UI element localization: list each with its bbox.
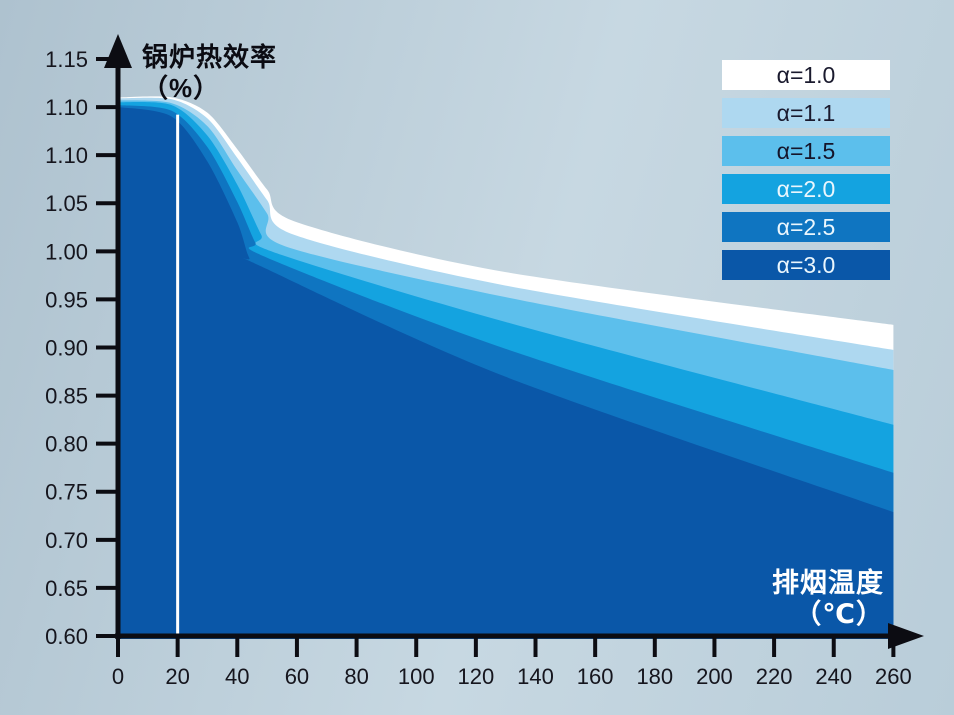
x-tick-label: 140 [517,664,554,689]
y-tick-label: 0.65 [45,576,88,601]
y-tick-label: 1.15 [45,47,88,72]
x-tick-label: 80 [344,664,368,689]
legend-item-label: α=3.0 [776,252,836,278]
y-tick-label: 1.05 [45,191,88,216]
y-tick-label: 1.10 [45,95,88,120]
x-tick-label: 60 [285,664,309,689]
y-tick-label: 0.85 [45,384,88,409]
legend-item-4: α=2.5 [722,212,890,242]
y-tick-label: 0.95 [45,287,88,312]
axis-tick-labels: 1.15 1.10 1.10 1.05 1.00 0.95 0.90 0.85 0.80 0.75… [45,47,912,689]
x-axis-title: 排烟温度 （℃） [772,568,884,630]
y-tick-label: 0.75 [45,480,88,505]
x-axis-title-text: 排烟温度 [772,568,884,598]
legend-item-label: α=1.1 [776,100,836,126]
x-tick-label: 220 [756,664,793,689]
legend: α=1.0 α=1.1 α=1.5 α=2.0 α=2.5 α=3.0 [722,60,890,280]
y-tick-label: 0.60 [45,624,88,649]
legend-item-1: α=1.1 [722,98,890,128]
y-tick-label: 0.90 [45,335,88,360]
x-tick-label: 240 [815,664,852,689]
legend-item-label: α=2.5 [776,214,836,240]
x-axis-arrow-icon [888,623,924,649]
y-axis-arrow-icon [104,34,132,68]
x-axis-unit: （℃） [794,599,884,629]
legend-item-3: α=2.0 [722,174,890,204]
x-tick-label: 200 [696,664,733,689]
x-tick-label: 20 [165,664,189,689]
y-tick-label: 0.70 [45,528,88,553]
legend-item-label: α=1.5 [776,138,836,164]
x-tick-label: 120 [458,664,495,689]
y-tick-label: 1.10 [45,143,88,168]
x-tick-label: 160 [577,664,614,689]
y-tick-label: 1.00 [45,239,88,264]
x-tick-label: 100 [398,664,435,689]
x-tick-label: 180 [636,664,673,689]
x-tick-label: 260 [875,664,912,689]
series-area-5 [118,107,894,639]
legend-item-2: α=1.5 [722,136,890,166]
y-axis-unit: （%） [142,73,221,103]
y-axis-title: 锅炉热效率 （%） [142,42,277,104]
legend-item-5: α=3.0 [722,250,890,280]
axis-ticks [96,57,896,657]
x-tick-label: 40 [225,664,249,689]
y-axis-title-text: 锅炉热效率 [142,42,278,72]
y-tick-label: 0.80 [45,432,88,457]
legend-item-label: α=1.0 [776,62,836,88]
legend-item-label: α=2.0 [776,176,836,202]
axes [104,34,924,649]
reference-lines [176,114,507,637]
legend-item-0: α=1.0 [722,60,890,90]
x-tick-label: 0 [112,664,124,689]
